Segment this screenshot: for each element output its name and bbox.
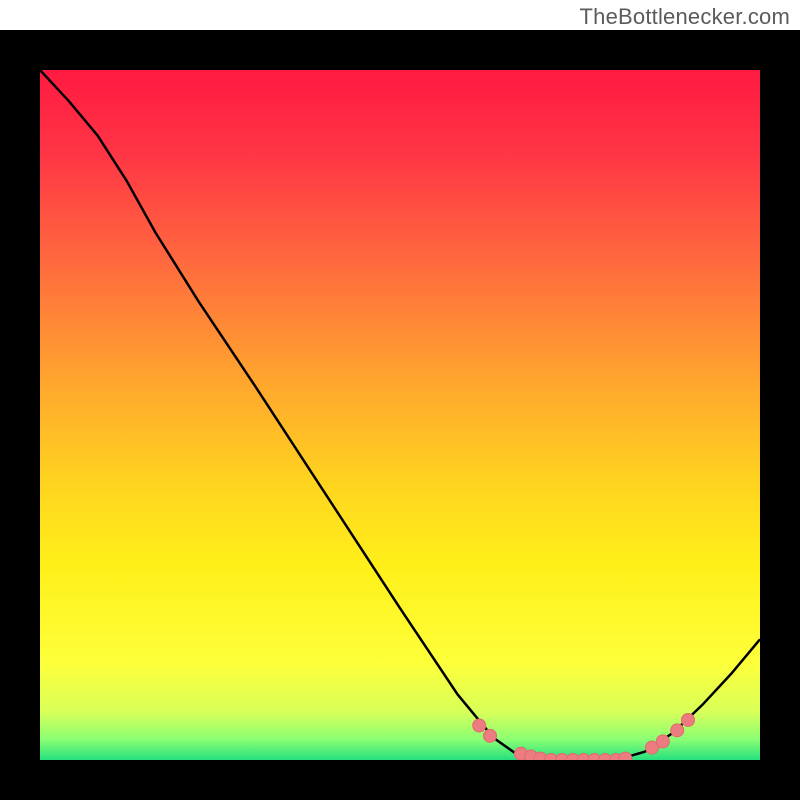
marker-dot xyxy=(656,735,669,748)
frame-left xyxy=(0,30,40,800)
marker-dot xyxy=(671,724,684,737)
frame-bottom xyxy=(0,760,800,800)
bottleneck-curve-chart xyxy=(0,0,800,800)
marker-dot xyxy=(682,713,695,726)
plot-area xyxy=(40,70,760,767)
marker-dot xyxy=(473,719,486,732)
marker-dot xyxy=(484,729,497,742)
watermark-label: TheBottlenecker.com xyxy=(580,4,790,30)
chart-stage: TheBottlenecker.com xyxy=(0,0,800,800)
gradient-background xyxy=(40,70,760,760)
frame-top xyxy=(0,30,800,70)
frame-right xyxy=(760,30,800,800)
